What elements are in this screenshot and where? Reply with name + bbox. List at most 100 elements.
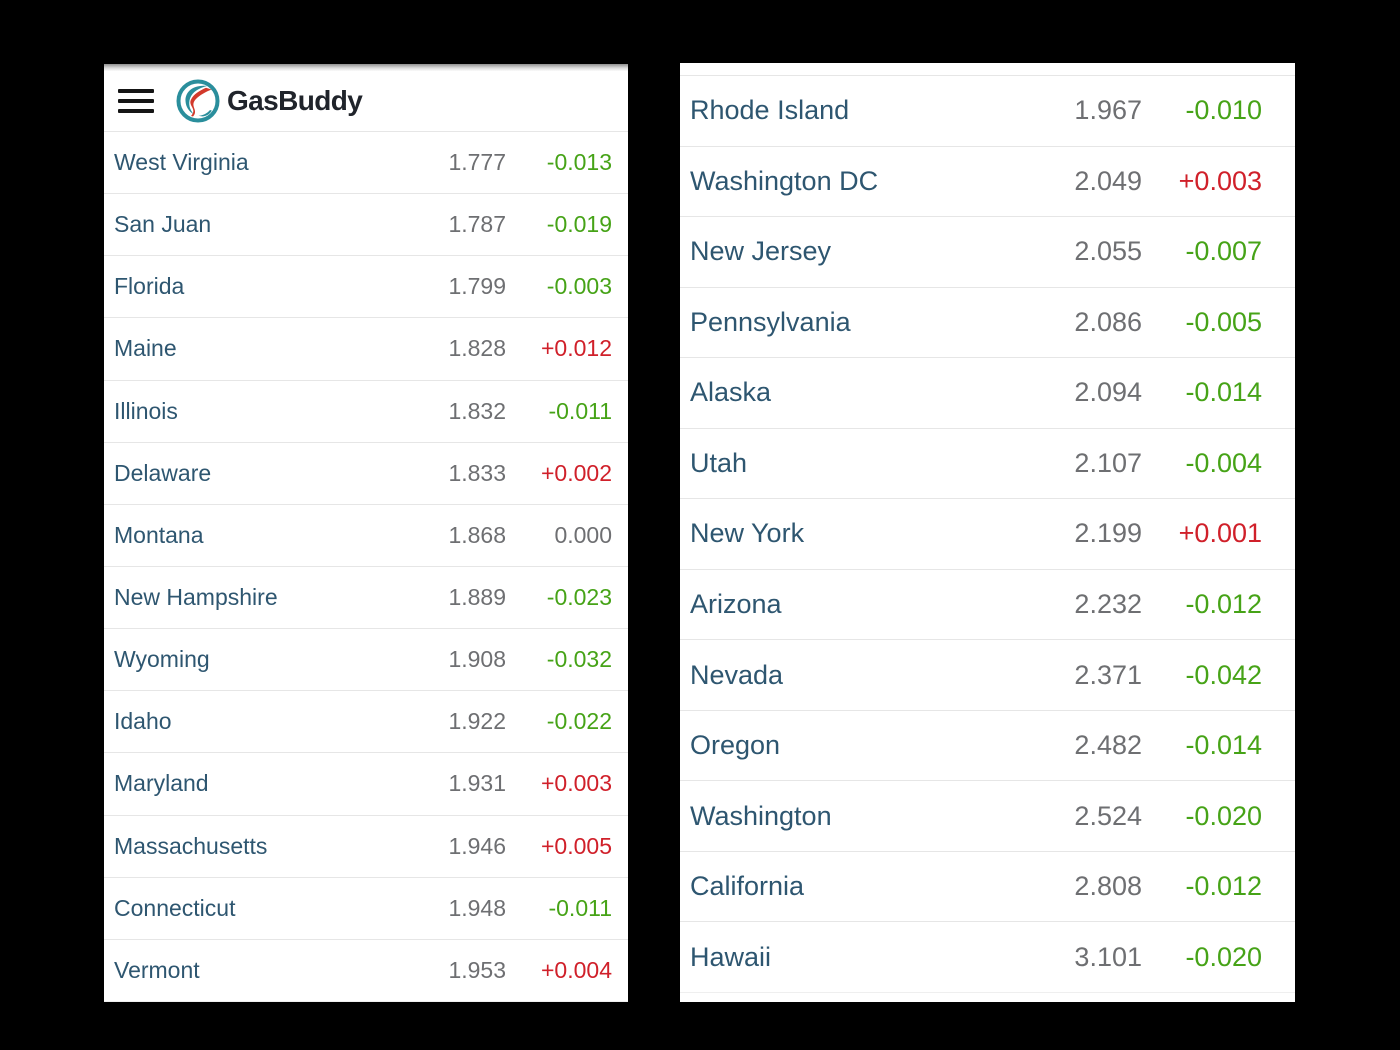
state-row[interactable]: Illinois 1.832 -0.011 xyxy=(104,380,628,443)
state-row[interactable]: Idaho 1.922 -0.022 xyxy=(104,691,628,754)
state-name: Idaho xyxy=(114,708,172,735)
price-value: 2.199 xyxy=(1074,518,1142,549)
price-change: +0.003 xyxy=(1178,165,1262,196)
app-header: GasBuddy xyxy=(104,71,628,132)
state-row[interactable]: California 2.808 -0.012 xyxy=(680,851,1295,923)
state-row[interactable]: Alaska 2.094 -0.014 xyxy=(680,358,1295,429)
state-name: Delaware xyxy=(114,459,212,486)
state-row[interactable]: Pennsylvania 2.086 -0.005 xyxy=(680,287,1295,359)
price-change: +0.012 xyxy=(541,335,612,362)
price-value: 1.828 xyxy=(448,335,506,362)
price-change: +0.002 xyxy=(541,459,612,486)
price-change: -0.003 xyxy=(546,273,612,300)
state-row[interactable]: Washington DC 2.049 +0.003 xyxy=(680,146,1295,218)
state-row[interactable]: Hawaii 3.101 -0.020 xyxy=(680,922,1295,993)
gasbuddy-logo-icon xyxy=(176,79,220,123)
state-row[interactable]: Massachusetts 1.946 +0.005 xyxy=(104,815,628,878)
price-value: 1.868 xyxy=(448,521,506,548)
price-value: 1.777 xyxy=(448,149,506,176)
state-row[interactable]: Rhode Island 1.967 -0.010 xyxy=(680,76,1295,147)
state-row[interactable]: Wyoming 1.908 -0.032 xyxy=(104,629,628,692)
state-name: San Juan xyxy=(114,211,212,238)
price-value: 2.107 xyxy=(1074,447,1142,478)
price-change: -0.032 xyxy=(546,646,612,673)
state-name: Florida xyxy=(114,273,185,300)
price-change: -0.005 xyxy=(1185,306,1262,337)
state-name: Utah xyxy=(690,447,748,478)
top-shadow xyxy=(104,64,628,71)
price-value: 1.799 xyxy=(448,273,506,300)
state-row[interactable]: Maine 1.828 +0.012 xyxy=(104,318,628,381)
state-row[interactable]: Washington 2.524 -0.020 xyxy=(680,781,1295,852)
price-value: 2.808 xyxy=(1074,871,1142,902)
price-value: 1.908 xyxy=(448,646,506,673)
state-name: Washington DC xyxy=(690,165,879,196)
state-row[interactable]: Delaware 1.833 +0.002 xyxy=(104,442,628,505)
state-name: Illinois xyxy=(114,397,178,424)
price-change: -0.012 xyxy=(1185,588,1262,619)
price-value: 3.101 xyxy=(1074,941,1142,972)
price-value: 2.049 xyxy=(1074,165,1142,196)
state-name: Vermont xyxy=(114,956,200,983)
state-row[interactable]: Montana 1.868 0.000 xyxy=(104,504,628,567)
price-change: -0.011 xyxy=(548,894,612,921)
state-name: New York xyxy=(690,518,805,549)
state-name: Massachusetts xyxy=(114,832,268,859)
state-name: Wyoming xyxy=(114,646,210,673)
state-row[interactable]: New York 2.199 +0.001 xyxy=(680,499,1295,570)
price-value: 2.055 xyxy=(1074,236,1142,267)
menu-button[interactable] xyxy=(118,86,156,116)
state-name: Nevada xyxy=(690,659,784,690)
price-value: 2.371 xyxy=(1074,659,1142,690)
state-row[interactable]: New Jersey 2.055 -0.007 xyxy=(680,217,1295,288)
state-name: California xyxy=(690,871,805,902)
state-name: Oregon xyxy=(690,730,781,761)
gasbuddy-screen-right: Rhode Island 1.967 -0.010 Washington DC 2.04… xyxy=(680,63,1295,1002)
price-value: 1.787 xyxy=(448,211,506,238)
price-value: 1.832 xyxy=(448,397,506,424)
state-row[interactable]: West Virginia 1.777 -0.013 xyxy=(104,132,628,195)
price-change: -0.013 xyxy=(546,149,612,176)
price-change: +0.003 xyxy=(541,770,612,797)
price-change: -0.020 xyxy=(1185,941,1262,972)
price-value: 2.232 xyxy=(1074,588,1142,619)
state-price-list: West Virginia 1.777 -0.013 San Juan 1.787 -0.… xyxy=(104,132,628,1002)
price-change: -0.022 xyxy=(546,708,612,735)
state-name: New Jersey xyxy=(690,236,832,267)
state-row[interactable]: Arizona 2.232 -0.012 xyxy=(680,569,1295,641)
state-name: Hawaii xyxy=(690,941,772,972)
price-change: -0.014 xyxy=(1185,377,1262,408)
price-value: 1.946 xyxy=(448,832,506,859)
price-change: -0.019 xyxy=(546,211,612,238)
state-row[interactable]: New Hampshire 1.889 -0.023 xyxy=(104,566,628,630)
price-value: 1.889 xyxy=(448,584,506,611)
hamburger-icon xyxy=(118,89,154,93)
price-value: 1.948 xyxy=(448,894,506,921)
price-change: -0.020 xyxy=(1185,800,1262,831)
price-value: 2.086 xyxy=(1074,306,1142,337)
state-row[interactable]: Utah 2.107 -0.004 xyxy=(680,428,1295,500)
state-name: Alaska xyxy=(690,377,772,408)
state-row[interactable]: Florida 1.799 -0.003 xyxy=(104,256,628,319)
price-value: 1.931 xyxy=(448,770,506,797)
price-change: -0.014 xyxy=(1185,730,1262,761)
gasbuddy-logo: GasBuddy xyxy=(176,79,363,123)
price-change: +0.001 xyxy=(1178,518,1262,549)
state-name: West Virginia xyxy=(114,149,249,176)
state-row[interactable]: Vermont 1.953 +0.004 xyxy=(104,939,628,1002)
state-row[interactable]: Connecticut 1.948 -0.011 xyxy=(104,877,628,940)
state-name: New Hampshire xyxy=(114,584,278,611)
bottom-strip xyxy=(680,993,1295,1002)
app-name: GasBuddy xyxy=(227,85,363,116)
price-change: -0.011 xyxy=(548,397,612,424)
state-row[interactable]: Oregon 2.482 -0.014 xyxy=(680,710,1295,782)
price-change: -0.007 xyxy=(1185,236,1262,267)
price-value: 2.482 xyxy=(1074,730,1142,761)
state-row[interactable]: Nevada 2.371 -0.042 xyxy=(680,640,1295,711)
price-value: 1.953 xyxy=(448,956,506,983)
state-row[interactable]: San Juan 1.787 -0.019 xyxy=(104,194,628,257)
state-price-list: Rhode Island 1.967 -0.010 Washington DC 2.04… xyxy=(680,76,1295,993)
state-row[interactable]: Maryland 1.931 +0.003 xyxy=(104,753,628,816)
price-value: 1.967 xyxy=(1074,95,1142,126)
price-change: +0.005 xyxy=(541,832,612,859)
